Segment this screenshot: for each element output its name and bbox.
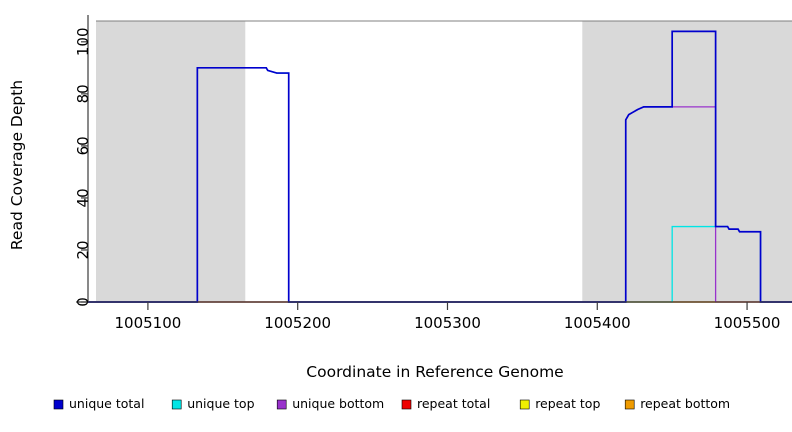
legend-label: unique top (187, 396, 254, 411)
x-axis-title: Coordinate in Reference Genome (306, 363, 563, 381)
series-line-unique-total (88, 30, 792, 303)
x-tick-label-1005100: 1005100 (115, 314, 182, 332)
legend-item-repeat-top[interactable]: repeat top (519, 396, 600, 411)
legend-label: unique total (69, 396, 144, 411)
legend-swatch-icon (401, 399, 412, 410)
shaded-region-0 (96, 21, 246, 302)
x-tick-label-1005500: 1005500 (714, 314, 781, 332)
legend-swatch-icon (53, 399, 64, 410)
legend-label: repeat top (535, 396, 600, 411)
legend-label: repeat bottom (640, 396, 730, 411)
y-tick-label-100: 100 (74, 27, 92, 56)
y-tick-label-20: 20 (74, 240, 92, 259)
legend-label: repeat total (417, 396, 490, 411)
y-tick-label-0: 0 (74, 297, 92, 307)
x-tick-label-1005400: 1005400 (564, 314, 631, 332)
tick-label-layer: 0 20 40 60 80 100 1005100 1005200 1005300 1005400… (74, 27, 780, 332)
y-tick-label-80: 80 (74, 84, 92, 103)
legend-swatch-icon (171, 399, 182, 410)
x-tick-label-1005200: 1005200 (264, 314, 331, 332)
legend: unique total unique top unique bottom repea… (53, 396, 730, 411)
legend-swatch-icon (276, 399, 287, 410)
shaded-region-layer (96, 21, 792, 302)
legend-swatch-icon (519, 399, 530, 410)
y-tick-label-60: 60 (74, 136, 92, 155)
legend-item-repeat-total[interactable]: repeat total (401, 396, 490, 411)
axis-layer (76, 15, 792, 310)
legend-item-unique-top[interactable]: unique top (171, 396, 255, 411)
legend-item-repeat-bottom[interactable]: repeat bottom (624, 396, 730, 411)
legend-label: unique bottom (292, 396, 384, 411)
legend-item-unique-bottom[interactable]: unique bottom (276, 396, 384, 411)
y-tick-label-40: 40 (74, 188, 92, 207)
y-axis-title: Read Coverage Depth (8, 80, 26, 250)
legend-swatch-icon (624, 399, 635, 410)
x-tick-label-1005300: 1005300 (414, 314, 481, 332)
legend-item-unique-total[interactable]: unique total (53, 396, 144, 411)
shaded-region-1 (582, 21, 792, 302)
